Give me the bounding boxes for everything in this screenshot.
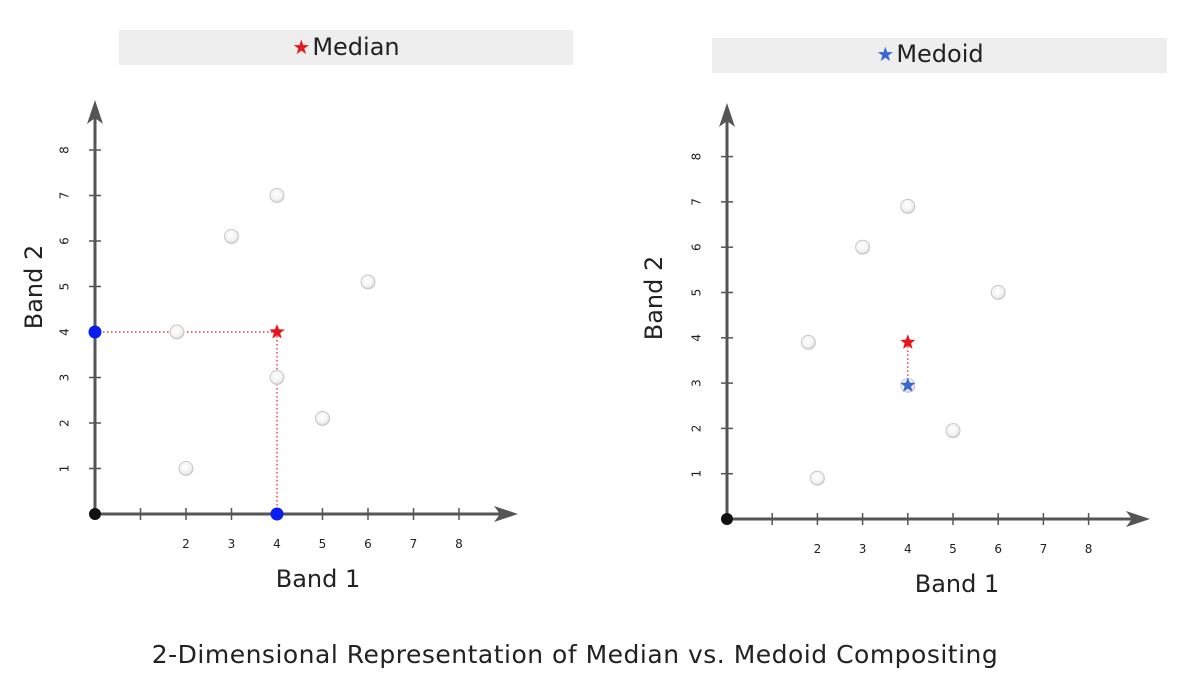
y-tick-label: 7 xyxy=(58,192,72,200)
title-text: Medoid xyxy=(896,40,983,68)
x-tick-label: 4 xyxy=(273,537,281,551)
data-point xyxy=(900,198,916,214)
data-point xyxy=(809,470,825,486)
origin-dot xyxy=(721,513,733,525)
x-tick-label: 6 xyxy=(364,537,372,551)
y-tick-label: 3 xyxy=(690,379,704,387)
x-tick-label: 5 xyxy=(949,542,957,556)
y-tick-label: 1 xyxy=(58,465,72,473)
median-panel: ★Median 2 3 4 5 6 7 8 1 2 3 4 5 6 7 8 Band 1 Band 2 xyxy=(20,30,573,593)
y-axis-label: Band 2 xyxy=(640,256,668,341)
origin-dot xyxy=(89,508,101,520)
x-tick-label: 7 xyxy=(1040,542,1048,556)
data-point xyxy=(360,274,376,290)
y-axis-label: Band 2 xyxy=(20,245,48,330)
x-tick-label: 2 xyxy=(182,537,190,551)
y-tick-label: 5 xyxy=(690,289,704,297)
y-tick-label: 4 xyxy=(58,328,72,336)
data-point xyxy=(945,423,961,439)
title-star-icon: ★ xyxy=(292,35,310,59)
title-star-icon: ★ xyxy=(876,42,894,66)
x-tick-label: 8 xyxy=(1085,542,1093,556)
data-point xyxy=(990,285,1006,300)
y-tick-label: 5 xyxy=(58,283,72,291)
median-star-icon xyxy=(900,334,916,349)
x-tick-label: 5 xyxy=(319,537,327,551)
axis-projection-point xyxy=(88,325,102,339)
y-tick-label: 6 xyxy=(58,237,72,245)
data-point xyxy=(855,239,871,255)
y-tick-label: 6 xyxy=(690,243,704,251)
figure-caption: 2-Dimensional Representation of Median v… xyxy=(151,640,999,669)
median-star-icon xyxy=(269,324,285,339)
x-axis-label: Band 1 xyxy=(276,565,361,593)
x-tick-label: 3 xyxy=(859,542,867,556)
data-point xyxy=(169,324,185,340)
y-tick-label: 2 xyxy=(690,425,704,433)
chart-title: ★Medoid xyxy=(876,40,983,68)
x-axis-arrow-icon xyxy=(494,506,518,522)
y-tick-label: 1 xyxy=(690,470,704,478)
y-tick-label: 3 xyxy=(58,374,72,382)
y-tick-label: 4 xyxy=(690,334,704,342)
medoid-star-icon xyxy=(900,377,916,392)
data-point xyxy=(269,188,285,203)
x-tick-label: 6 xyxy=(994,542,1002,556)
y-tick-label: 8 xyxy=(58,146,72,154)
data-point xyxy=(178,461,194,476)
chart-title: ★Median xyxy=(292,33,399,61)
title-band xyxy=(712,38,1167,73)
data-point xyxy=(315,410,330,426)
y-tick-label: 2 xyxy=(58,419,72,427)
x-tick-label: 3 xyxy=(228,537,236,551)
y-axis-arrow-icon xyxy=(87,100,103,124)
axis-projection-point xyxy=(270,507,284,521)
x-axis-label: Band 1 xyxy=(915,570,1000,598)
data-point xyxy=(269,370,285,385)
data-point xyxy=(224,228,239,244)
y-axis-arrow-icon xyxy=(719,103,735,127)
x-tick-label: 8 xyxy=(455,537,463,551)
medoid-panel: ★Medoid 2 3 4 5 6 7 8 1 2 3 4 5 6 7 8 Band 1 Band 2 xyxy=(640,38,1167,598)
x-tick-label: 4 xyxy=(904,542,912,556)
y-tick-label: 7 xyxy=(690,198,704,206)
title-text: Median xyxy=(312,33,399,61)
title-band xyxy=(119,30,573,65)
x-tick-label: 2 xyxy=(814,542,822,556)
data-point xyxy=(800,334,816,350)
y-tick-label: 8 xyxy=(690,153,704,161)
x-tick-label: 7 xyxy=(410,537,418,551)
x-axis-arrow-icon xyxy=(1126,511,1150,527)
